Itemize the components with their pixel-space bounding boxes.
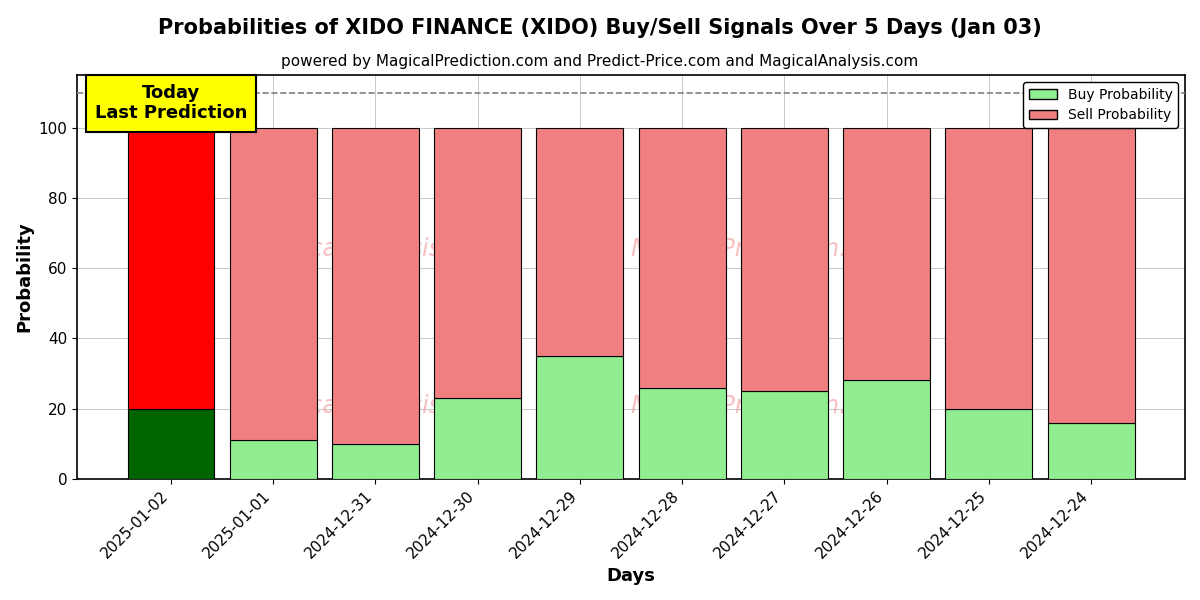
- Text: MagicalAnalysis.com: MagicalAnalysis.com: [253, 394, 499, 418]
- Bar: [127, 409, 215, 479]
- Bar: [844, 128, 930, 380]
- Text: MagicalAnalysis.com: MagicalAnalysis.com: [253, 236, 499, 260]
- Bar: [229, 440, 317, 479]
- Bar: [844, 380, 930, 479]
- Text: Probabilities of XIDO FINANCE (XIDO) Buy/Sell Signals Over 5 Days (Jan 03): Probabilities of XIDO FINANCE (XIDO) Buy…: [158, 18, 1042, 38]
- Legend: Buy Probability, Sell Probability: Buy Probability, Sell Probability: [1024, 82, 1178, 128]
- Bar: [127, 128, 215, 409]
- Text: Today
Last Prediction: Today Last Prediction: [95, 83, 247, 122]
- Bar: [536, 128, 624, 356]
- Text: MagicalPrediction.com: MagicalPrediction.com: [630, 394, 898, 418]
- Text: powered by MagicalPrediction.com and Predict-Price.com and MagicalAnalysis.com: powered by MagicalPrediction.com and Pre…: [281, 54, 919, 69]
- Bar: [332, 443, 419, 479]
- Bar: [229, 128, 317, 440]
- Bar: [434, 128, 521, 398]
- Bar: [638, 128, 726, 388]
- Bar: [1048, 422, 1135, 479]
- Bar: [638, 388, 726, 479]
- Y-axis label: Probability: Probability: [14, 221, 32, 332]
- Bar: [434, 398, 521, 479]
- Bar: [1048, 128, 1135, 422]
- Bar: [946, 128, 1032, 409]
- Bar: [332, 128, 419, 443]
- Bar: [946, 409, 1032, 479]
- Bar: [740, 128, 828, 391]
- Bar: [740, 391, 828, 479]
- Bar: [536, 356, 624, 479]
- Text: MagicalPrediction.com: MagicalPrediction.com: [630, 236, 898, 260]
- X-axis label: Days: Days: [607, 567, 655, 585]
